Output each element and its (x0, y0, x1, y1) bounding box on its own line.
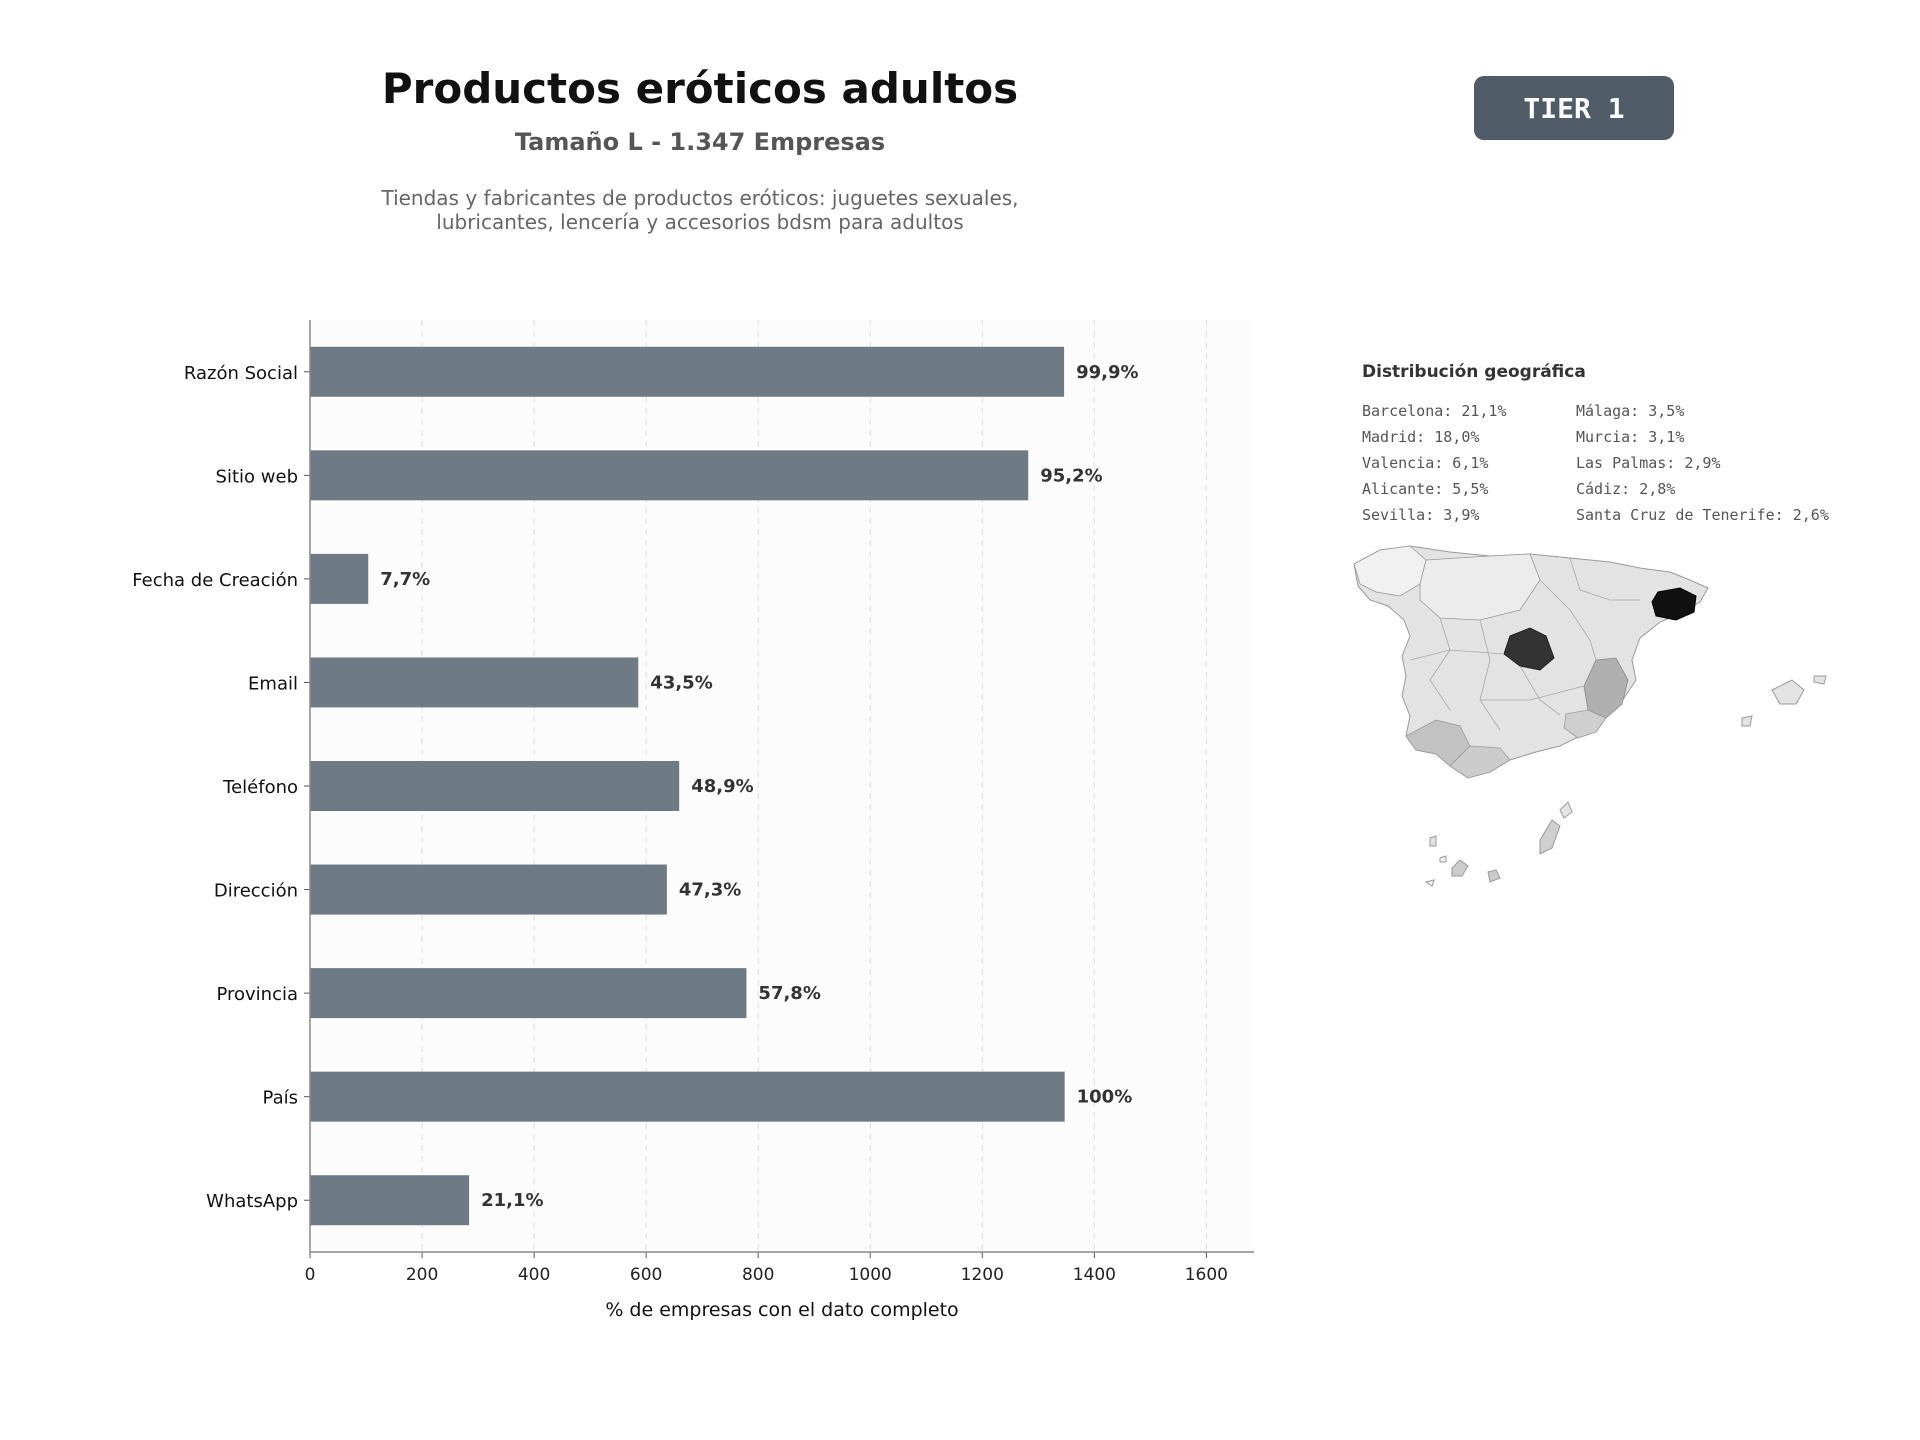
x-tick-label: 1600 (1185, 1265, 1228, 1285)
tier-badge: TIER 1 (1474, 76, 1674, 140)
geo-item: Valencia: 6,1% (1362, 454, 1489, 472)
geo-item: Sevilla: 3,9% (1362, 506, 1480, 524)
chart-title: Productos eróticos adultos (381, 64, 1019, 113)
geo-item: Barcelona: 21,1% (1362, 402, 1507, 420)
geo-distribution-title: Distribución geográfica (1362, 362, 1586, 382)
bar (310, 553, 369, 604)
geo-item: Santa Cruz de Tenerife: 2,6% (1576, 506, 1829, 524)
bar-value-label: 21,1% (481, 1190, 543, 1211)
bar (310, 1175, 470, 1226)
x-tick-label: 0 (305, 1265, 316, 1285)
map-region-north-central (1419, 553, 1541, 621)
bar (310, 761, 680, 811)
bar-value-label: 100% (1077, 1087, 1133, 1108)
y-category-label: País (263, 1088, 298, 1109)
bar (310, 968, 747, 1019)
chart-subtitle: Tamaño L - 1.347 Empresas (514, 128, 886, 156)
y-category-label: Email (248, 673, 298, 694)
map-balearic-ibiza (1741, 715, 1753, 727)
bar-value-label: 95,2% (1040, 465, 1102, 486)
spain-choropleth-map (1353, 545, 1827, 887)
bar (310, 450, 1029, 501)
bar-chart: 0 200 400 600 800 1000 1200 1400 1600 Razón Socia… (132, 320, 1254, 1321)
x-tick-label: 400 (518, 1265, 550, 1285)
y-category-label: WhatsApp (206, 1191, 298, 1212)
bar (310, 657, 639, 708)
map-canary-tenerife (1451, 859, 1469, 877)
y-category-label: Razón Social (184, 363, 298, 384)
x-tick-label: 1400 (1073, 1265, 1116, 1285)
x-tick-label: 1000 (849, 1265, 892, 1285)
map-balearic-mallorca (1771, 679, 1805, 705)
y-category-label: Fecha de Creación (132, 570, 298, 591)
bar-value-label: 43,5% (650, 672, 712, 693)
bar-value-label: 57,8% (758, 983, 820, 1004)
map-province-borders (1409, 557, 1640, 731)
chart-description: Tiendas y fabricantes de productos eróti… (300, 186, 1100, 234)
map-canary-la-palma (1429, 835, 1437, 847)
map-canary-lanzarote (1559, 801, 1573, 819)
map-canary-fuerteventura (1539, 819, 1561, 855)
x-tick-label: 800 (742, 1265, 774, 1285)
geo-list-col1: Barcelona: 21,1% Madrid: 18,0% Valencia:… (1362, 398, 1507, 528)
map-canary-hierro (1424, 879, 1435, 887)
x-axis-label: % de empresas con el dato completo (605, 1299, 958, 1321)
geo-item: Madrid: 18,0% (1362, 428, 1480, 446)
geo-item: Las Palmas: 2,9% (1576, 454, 1721, 472)
map-canary-gran-canaria (1487, 869, 1501, 883)
map-balearic-menorca (1813, 675, 1827, 685)
geo-item: Cádiz: 2,8% (1576, 480, 1676, 498)
y-category-label: Sitio web (216, 466, 298, 487)
bar (310, 864, 667, 915)
map-region-valencia (1583, 657, 1629, 719)
geo-list-col2: Málaga: 3,5% Murcia: 3,1% Las Palmas: 2,… (1576, 398, 1829, 528)
x-tick-label: 200 (406, 1265, 438, 1285)
geo-item: Málaga: 3,5% (1576, 402, 1685, 420)
y-category-label: Provincia (216, 984, 298, 1005)
geo-item: Alicante: 5,5% (1362, 480, 1489, 498)
bar-value-label: 7,7% (380, 569, 430, 590)
map-region-barcelona (1651, 587, 1697, 621)
bar-value-label: 48,9% (691, 776, 753, 797)
bar (310, 1071, 1065, 1122)
geo-item: Murcia: 3,1% (1576, 428, 1685, 446)
y-category-label: Dirección (214, 881, 298, 902)
description-line-1: Tiendas y fabricantes de productos eróti… (381, 186, 1019, 210)
bar-value-label: 99,9% (1076, 362, 1138, 383)
bar (310, 346, 1065, 397)
map-region-murcia (1563, 709, 1607, 739)
x-tick-label: 1200 (961, 1265, 1004, 1285)
x-tick-label: 600 (630, 1265, 662, 1285)
map-region-malaga (1449, 745, 1511, 779)
bar-value-label: 47,3% (679, 880, 741, 901)
description-line-2: lubricantes, lencería y accesorios bdsm … (436, 210, 964, 234)
map-canary-gomera (1439, 855, 1447, 863)
y-category-label: Teléfono (222, 777, 298, 798)
map-region-madrid (1503, 627, 1555, 671)
